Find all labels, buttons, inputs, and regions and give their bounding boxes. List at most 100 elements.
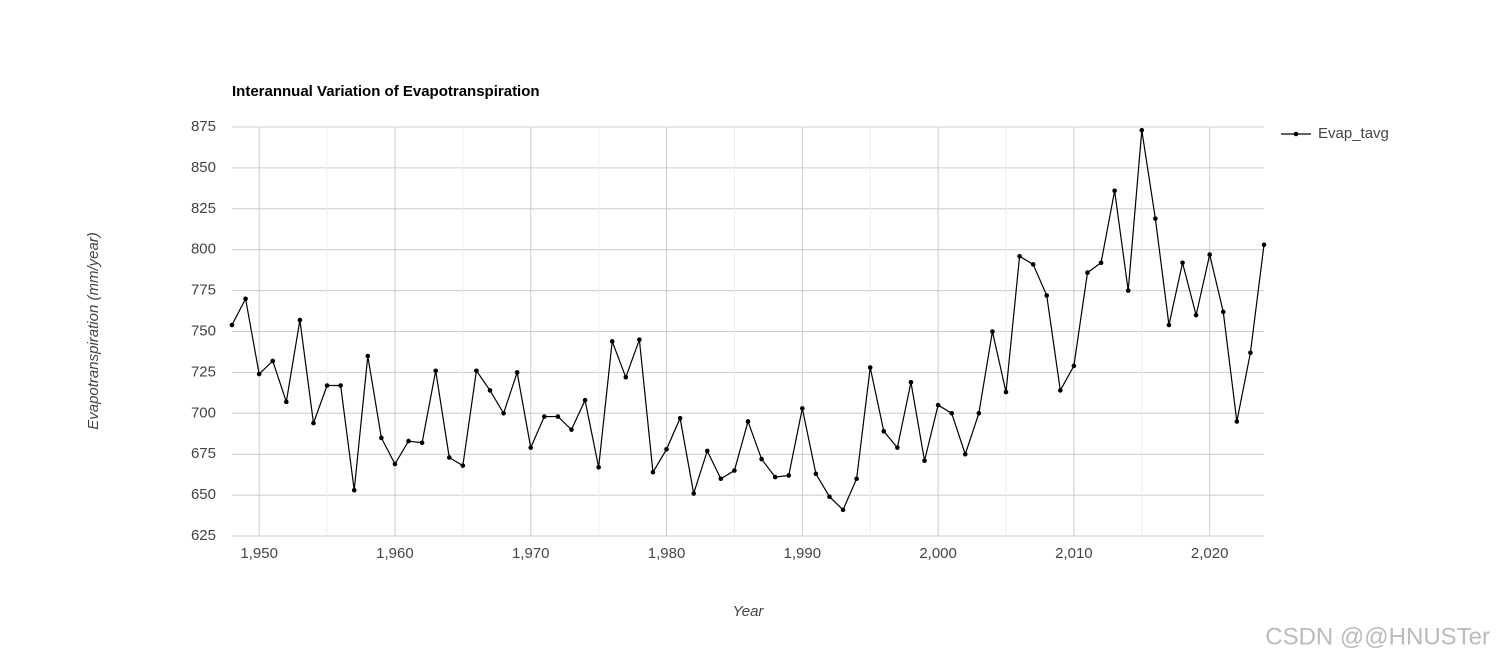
point	[514, 370, 520, 375]
x-axis-label: Year	[733, 603, 765, 620]
point	[609, 339, 615, 344]
point	[487, 388, 493, 393]
point	[881, 428, 887, 434]
point	[351, 487, 357, 493]
point	[1220, 309, 1226, 315]
point	[542, 414, 547, 419]
x-tick-label: 1,970	[512, 545, 550, 562]
y-tick-label: 700	[191, 404, 216, 421]
point	[1071, 363, 1077, 369]
watermark: CSDN @@HNUSTer	[1265, 623, 1490, 650]
y-tick-label: 725	[191, 363, 216, 380]
point	[229, 322, 235, 328]
y-tick-label: 775	[191, 282, 216, 299]
point	[284, 399, 289, 405]
point	[704, 448, 710, 454]
point	[270, 358, 276, 364]
point	[745, 419, 751, 424]
point	[406, 438, 411, 444]
point	[1153, 216, 1158, 221]
point	[650, 469, 656, 475]
y-tick-label: 800	[191, 241, 216, 258]
point	[392, 461, 398, 467]
point	[1234, 419, 1240, 424]
point	[1207, 252, 1212, 257]
x-tick-label: 1,990	[784, 545, 822, 562]
point	[677, 415, 683, 421]
point	[243, 296, 248, 302]
point	[664, 446, 669, 452]
grid	[232, 126, 1264, 537]
x-tick-label: 2,020	[1191, 545, 1229, 562]
legend-label: Evap_tavg	[1318, 125, 1389, 142]
point	[1125, 288, 1131, 293]
point	[474, 368, 479, 374]
point	[759, 456, 764, 462]
point	[1098, 260, 1104, 266]
point	[297, 317, 303, 323]
point	[1003, 389, 1009, 395]
point	[596, 464, 601, 470]
point	[365, 353, 371, 359]
y-tick-label: 625	[191, 527, 216, 544]
y-tick-label: 825	[191, 200, 216, 217]
point	[1139, 127, 1145, 133]
point	[827, 494, 832, 500]
point	[446, 455, 452, 460]
point	[1248, 350, 1253, 356]
point	[786, 473, 792, 478]
point	[501, 411, 506, 416]
point	[895, 445, 900, 450]
point	[691, 491, 696, 496]
x-tick-label: 2,000	[919, 545, 957, 562]
point	[1085, 270, 1090, 275]
point	[623, 375, 629, 380]
point	[949, 411, 954, 416]
chart-title: Interannual Variation of Evapotranspirat…	[232, 83, 540, 100]
y-axis-label: Evapotranspiration (mm/year)	[85, 232, 102, 430]
x-tick-label: 1,950	[240, 545, 278, 562]
point	[1180, 260, 1185, 266]
point	[1112, 188, 1117, 194]
point	[582, 397, 588, 403]
point	[379, 435, 384, 441]
x-tick-label: 1,960	[376, 545, 414, 562]
point	[922, 458, 927, 464]
point	[976, 411, 982, 416]
line	[231, 130, 1265, 511]
point	[1261, 242, 1267, 248]
point	[637, 337, 642, 342]
point	[935, 402, 941, 408]
point	[800, 406, 805, 411]
point	[569, 427, 574, 432]
point	[1044, 293, 1050, 298]
point	[1017, 253, 1022, 259]
point	[460, 463, 466, 468]
point	[854, 476, 859, 482]
point	[555, 414, 561, 419]
point	[528, 445, 534, 450]
point	[908, 379, 914, 385]
y-tick-label: 850	[191, 159, 216, 176]
point	[718, 476, 724, 482]
point	[990, 329, 995, 334]
point	[732, 468, 737, 473]
point	[338, 383, 343, 388]
point	[813, 471, 819, 477]
point	[256, 371, 262, 377]
point	[1193, 312, 1199, 318]
point	[772, 474, 778, 480]
point	[1030, 262, 1036, 267]
y-tick-label: 875	[191, 118, 216, 135]
y-tick-label: 750	[191, 322, 216, 339]
legend-point	[1293, 131, 1299, 137]
point	[1166, 322, 1172, 328]
y-tick-label: 675	[191, 445, 216, 462]
point	[962, 451, 968, 457]
point	[324, 383, 330, 388]
point	[1058, 388, 1063, 393]
point	[311, 420, 316, 426]
x-tick-label: 1,980	[648, 545, 686, 562]
point	[840, 507, 846, 513]
